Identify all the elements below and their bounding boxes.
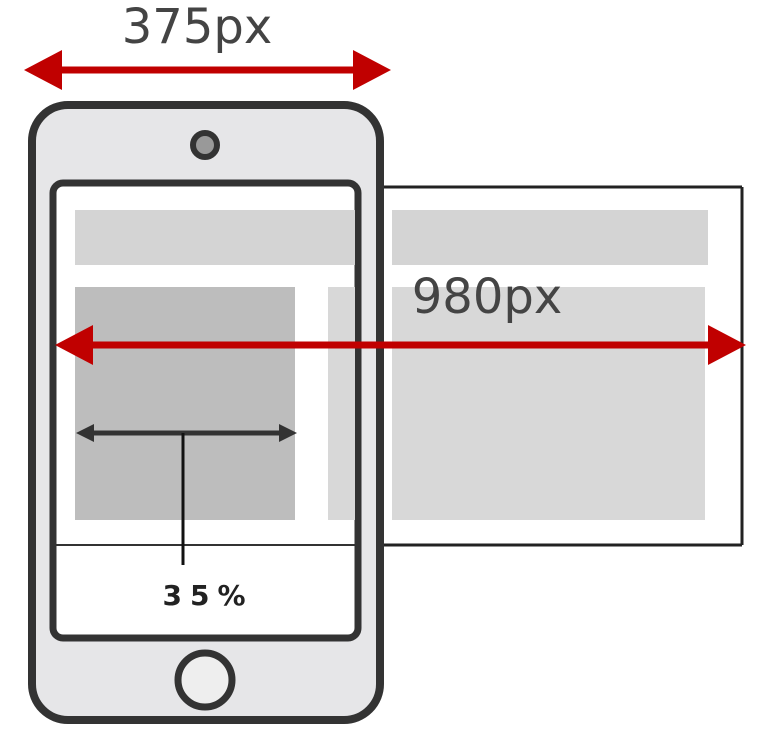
phone-width-label: 375px — [122, 0, 273, 55]
page-width-label: 980px — [412, 269, 563, 325]
arrow-head — [708, 325, 746, 365]
camera — [190, 130, 220, 160]
arrow-head — [279, 424, 297, 442]
home-button — [174, 649, 236, 711]
arrow-head — [76, 424, 94, 442]
arrow-head — [24, 50, 62, 90]
arrow-head — [353, 50, 391, 90]
percentage-label: 35% — [162, 579, 253, 612]
content-block — [392, 287, 705, 520]
content-block — [328, 287, 355, 520]
header-block — [392, 210, 708, 265]
sidebar-block — [75, 287, 295, 520]
arrow-head — [55, 325, 93, 365]
header-block — [75, 210, 355, 265]
